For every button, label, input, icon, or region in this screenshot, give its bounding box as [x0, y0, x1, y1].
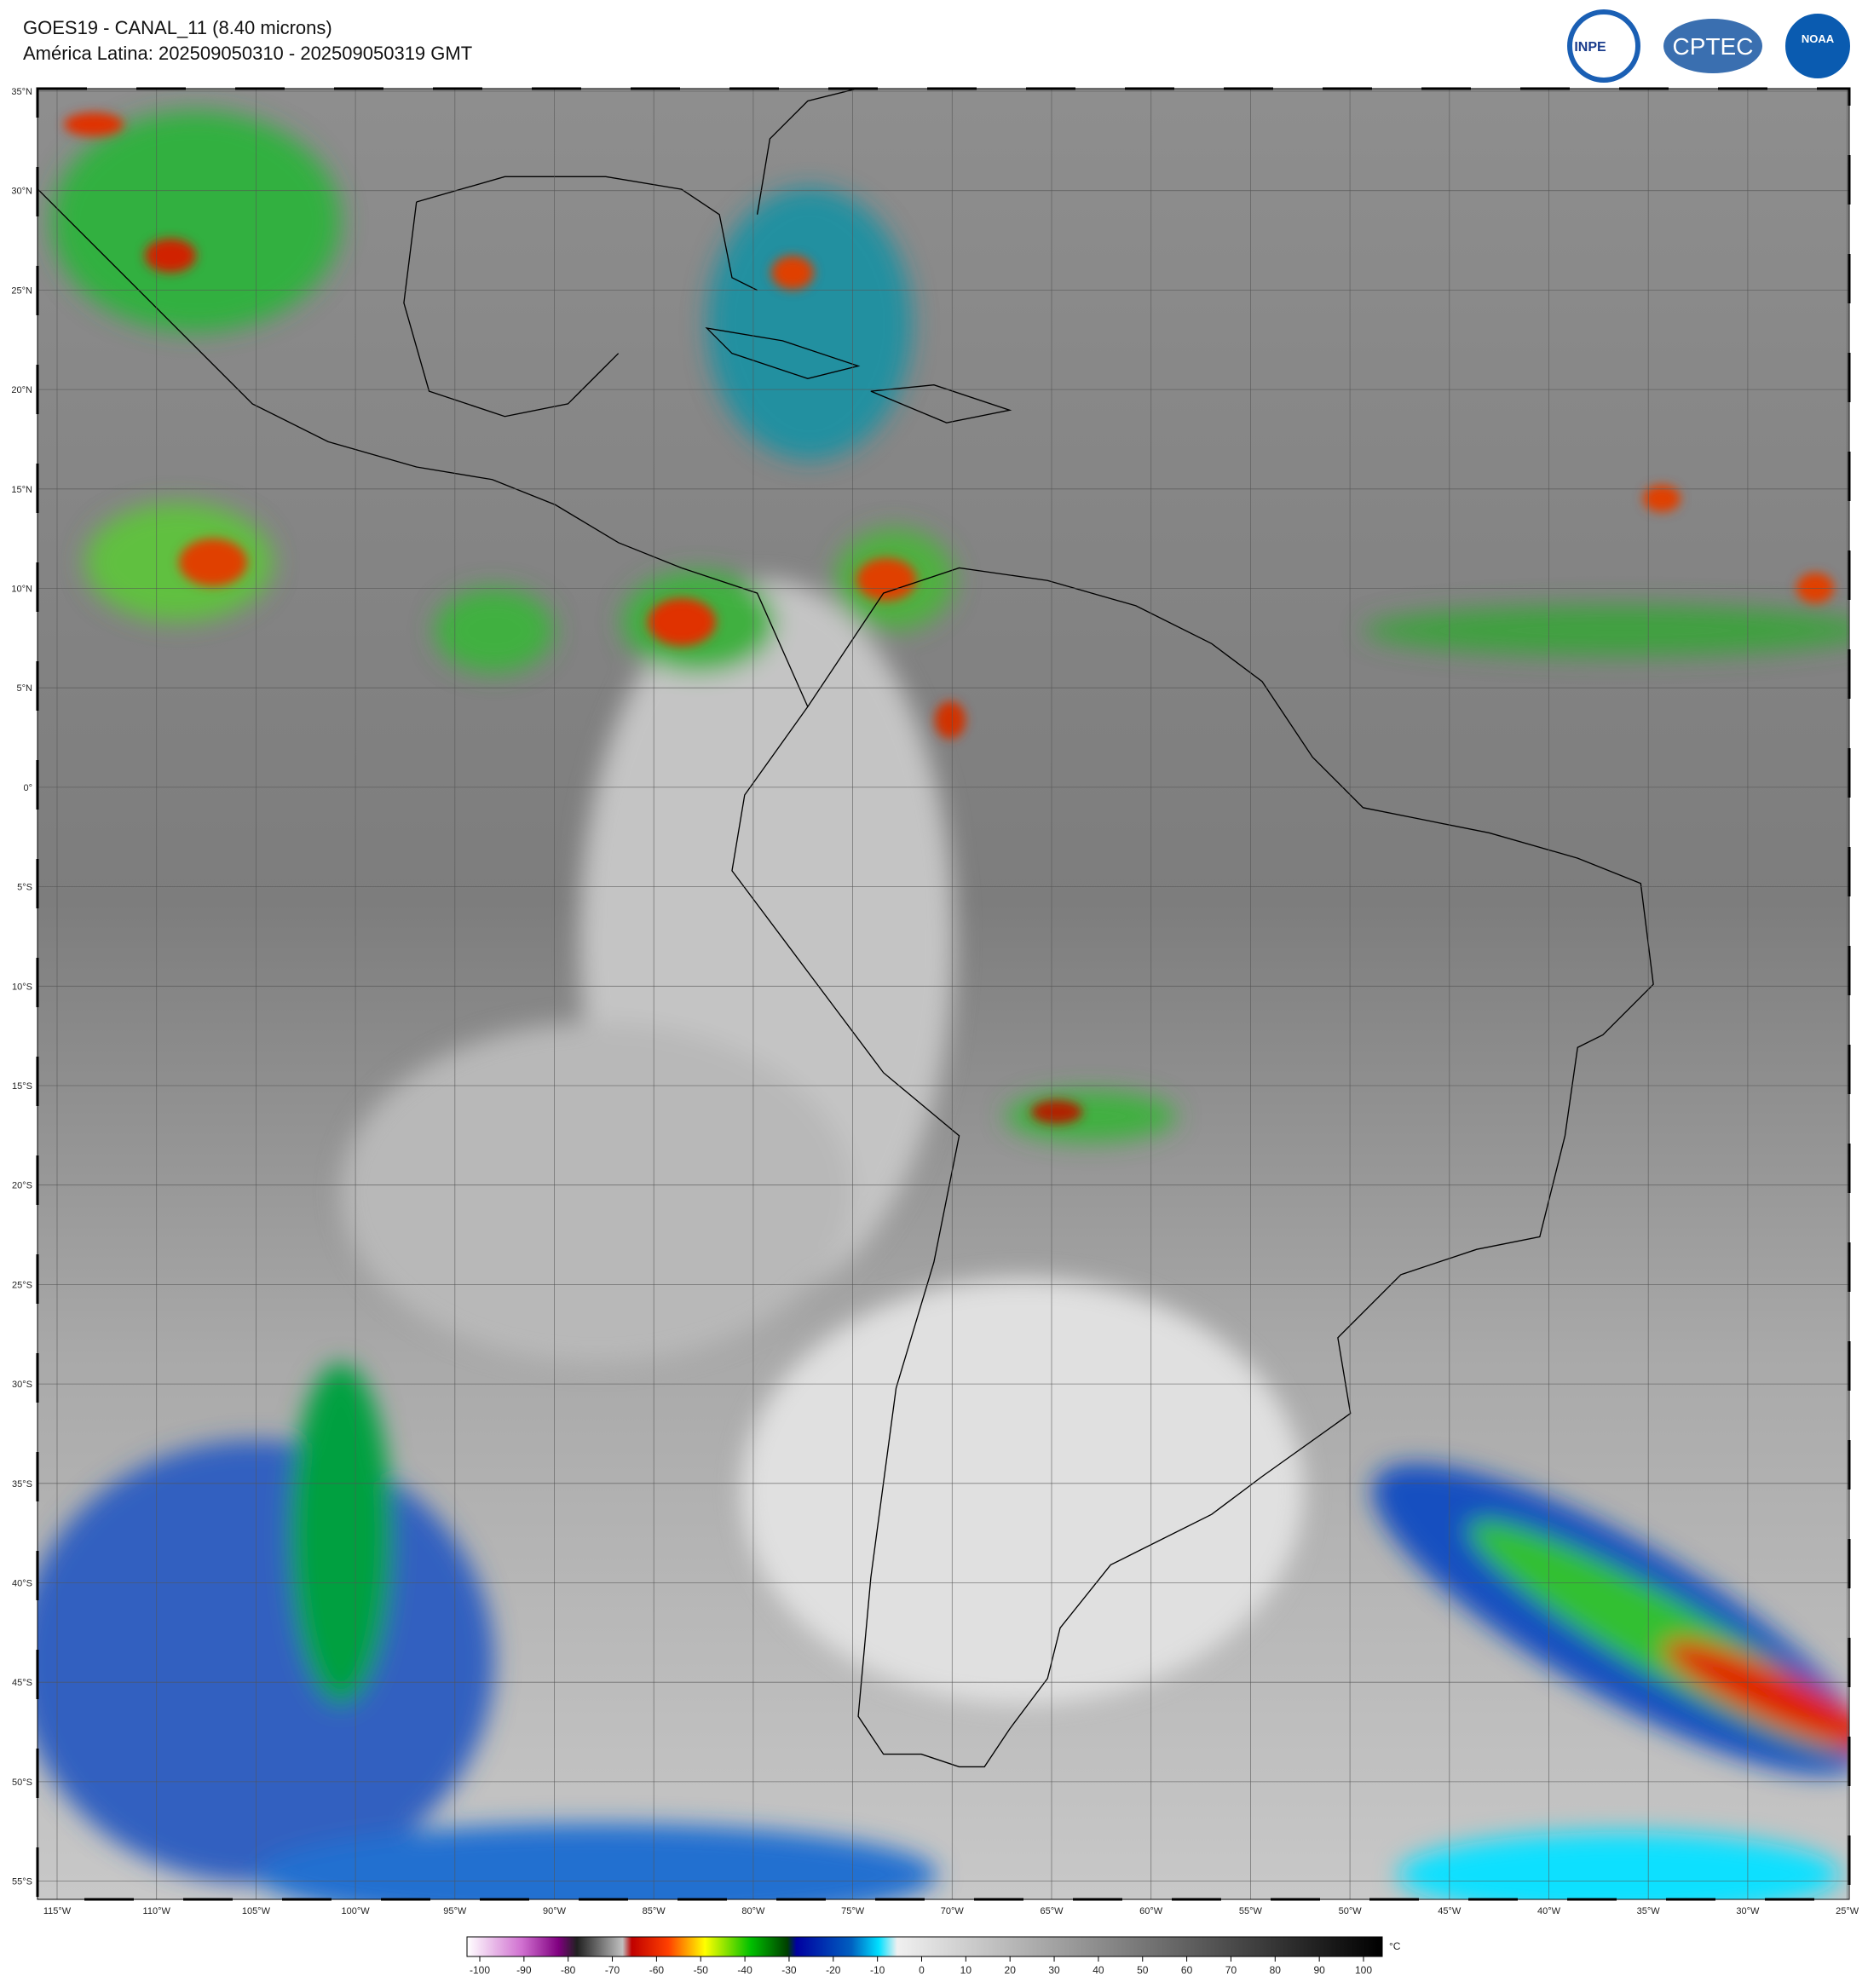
- lat-label: 55°S: [12, 1877, 32, 1887]
- noaa-logo: [1782, 10, 1854, 82]
- colorbar-tick-label: -30: [781, 1964, 797, 1976]
- graticule: [37, 89, 1849, 1899]
- cptec-logo: [1663, 19, 1762, 73]
- lon-label: 30°W: [1736, 1906, 1760, 1916]
- colorbar-tick-label: 0: [919, 1964, 925, 1976]
- colorbar-tick-label: -20: [826, 1964, 841, 1976]
- lon-label: 25°W: [1836, 1906, 1859, 1916]
- colorbar-unit: °C: [1389, 1940, 1401, 1952]
- colorbar-tick-label: 10: [960, 1964, 972, 1976]
- subtitle: América Latina: 202509050310 - 202509050…: [23, 43, 472, 64]
- lat-label: 25°S: [12, 1280, 32, 1290]
- coastlines: [37, 89, 1654, 1768]
- lat-label: 50°S: [12, 1778, 32, 1788]
- lat-label: 30°N: [11, 187, 32, 197]
- colorbar-tick-label: 20: [1005, 1964, 1017, 1976]
- lon-label: 60°W: [1139, 1906, 1163, 1916]
- colorbar-tick-label: -70: [605, 1964, 620, 1976]
- lat-label: 0°: [23, 783, 32, 793]
- lat-label: 10°N: [11, 585, 32, 595]
- satellite-image: [37, 89, 1849, 1899]
- lon-label: 45°W: [1438, 1906, 1462, 1916]
- colorbar-tick-label: 100: [1355, 1964, 1372, 1976]
- colorbar-tick-label: 40: [1093, 1964, 1104, 1976]
- colorbar-tick-label: 80: [1270, 1964, 1282, 1976]
- lat-label: 15°S: [12, 1081, 32, 1092]
- lat-label: 30°S: [12, 1380, 32, 1390]
- clouds: [37, 111, 1849, 1899]
- lon-label: 55°W: [1239, 1906, 1263, 1916]
- lon-label: 50°W: [1339, 1906, 1363, 1916]
- colorbar-tick-label: 60: [1181, 1964, 1193, 1976]
- lon-label: 105°W: [242, 1906, 271, 1916]
- lon-label: 90°W: [543, 1906, 567, 1916]
- title: GOES19 - CANAL_11 (8.40 microns): [23, 17, 332, 38]
- colorbar-tick-label: -50: [694, 1964, 709, 1976]
- inpe-text: INPE: [1574, 40, 1606, 55]
- lat-label: 35°S: [12, 1479, 32, 1490]
- lat-label: 15°N: [11, 485, 32, 495]
- cores: [64, 112, 1834, 1124]
- lon-label: 115°W: [43, 1906, 72, 1916]
- lon-label: 35°W: [1637, 1906, 1661, 1916]
- colorbar-tick-label: 30: [1048, 1964, 1060, 1976]
- logos: INPE CPTEC NOAA: [1567, 9, 1854, 83]
- lon-label: 85°W: [643, 1906, 666, 1916]
- lon-label: 110°W: [143, 1906, 171, 1916]
- colorbar-tick-label: -40: [737, 1964, 752, 1976]
- colorbar-tick-label: 90: [1313, 1964, 1325, 1976]
- colorbar-tick-label: -100: [470, 1964, 490, 1976]
- lon-label: 75°W: [841, 1906, 865, 1916]
- colorbar-tick-label: -80: [561, 1964, 576, 1976]
- lat-label: 10°S: [12, 982, 32, 992]
- colorbar-tick-label: 70: [1225, 1964, 1237, 1976]
- colorbar-tick-label: 50: [1137, 1964, 1149, 1976]
- inpe-logo: [1567, 9, 1640, 83]
- colorbar-tick-label: -60: [649, 1964, 665, 1976]
- noaa-text: NOAA: [1802, 32, 1835, 45]
- lat-label: 20°N: [11, 385, 32, 395]
- lat-label: 5°S: [17, 883, 32, 893]
- lon-label: 40°W: [1537, 1906, 1561, 1916]
- lat-label: 45°S: [12, 1678, 32, 1688]
- lon-label: 95°W: [443, 1906, 467, 1916]
- colorbar-tick-label: -10: [870, 1964, 885, 1976]
- lat-label: 20°S: [12, 1181, 32, 1191]
- lat-label: 5°N: [17, 683, 33, 694]
- cptec-text: CPTEC: [1673, 33, 1754, 60]
- colorbar: [466, 1936, 1383, 1957]
- lon-label: 70°W: [941, 1906, 965, 1916]
- lon-label: 80°W: [741, 1906, 765, 1916]
- lat-label: 40°S: [12, 1579, 32, 1589]
- lat-label: 25°N: [11, 285, 32, 296]
- lon-label: 100°W: [342, 1906, 371, 1916]
- colorbar-tick-label: -90: [516, 1964, 532, 1976]
- map-border: [37, 88, 1850, 1900]
- lat-label: 35°N: [11, 87, 32, 97]
- lon-label: 65°W: [1040, 1906, 1064, 1916]
